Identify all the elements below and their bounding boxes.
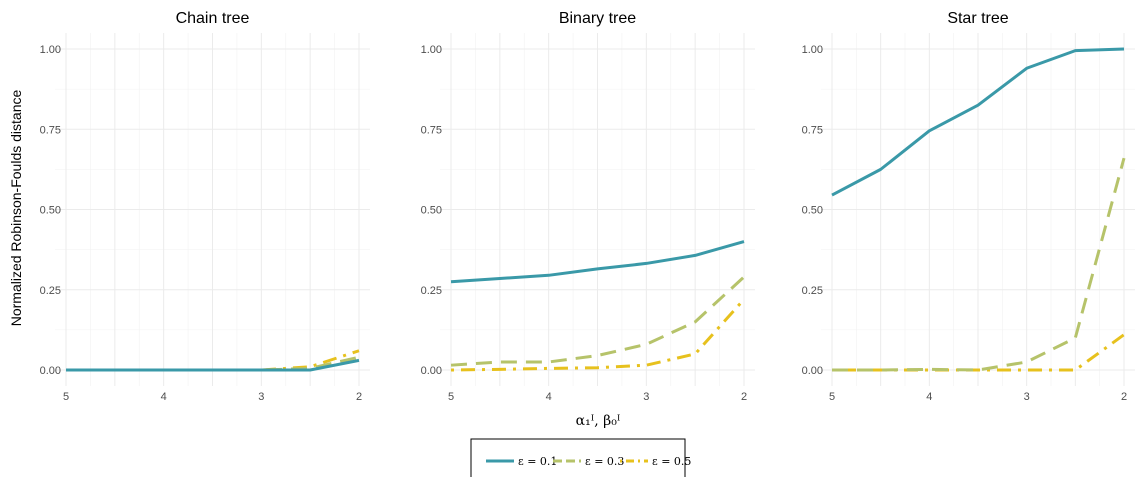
y-tick-label: 1.00 [40, 44, 61, 56]
panel-title: Star tree [947, 10, 1008, 27]
series-line [450, 298, 746, 372]
y-tick-label: 0.25 [802, 285, 823, 297]
y-tick-label: 0.00 [421, 365, 442, 377]
legend-box [470, 438, 686, 477]
x-tick-label: 4 [926, 391, 932, 403]
legend-label: ε = 0.1 [518, 455, 557, 468]
y-tick-label: 0.75 [802, 124, 823, 136]
panel-1: Chain tree 0.00 0.25 0.50 0.75 1.00 5 4 3 2 [40, 10, 370, 403]
x-tick-label: 3 [258, 391, 264, 403]
y-tick-label: 0.75 [40, 124, 61, 136]
y-tick-label: 0.50 [421, 205, 442, 217]
x-tick-label: 3 [643, 391, 649, 403]
x-tick-label: 2 [741, 391, 747, 403]
y-axis-label: Normalized Robinson-Foulds distance [8, 90, 24, 327]
y-tick-label: 0.75 [421, 124, 442, 136]
series-line [66, 358, 360, 372]
legend: ε = 0.1 ε = 0.3 ε = 0.5 [470, 438, 691, 477]
x-tick-label: 5 [63, 391, 69, 403]
series-line [450, 240, 745, 284]
x-tick-label: 5 [448, 391, 454, 403]
y-tick-label: 0.25 [40, 285, 61, 297]
legend-label: ε = 0.3 [585, 455, 624, 468]
y-tick-label: 0.25 [421, 285, 442, 297]
legend-label: ε = 0.5 [652, 455, 691, 468]
x-tick-label: 2 [356, 391, 362, 403]
x-tick-label: 4 [546, 391, 552, 403]
panel-title: Binary tree [559, 10, 636, 27]
y-tick-label: 0.00 [40, 365, 61, 377]
panel-2: Binary tree 0.00 0.25 0.50 0.75 1.00 5 4 3 2 [421, 10, 755, 403]
y-tick-label: 0.00 [802, 365, 823, 377]
series-line [832, 333, 1125, 372]
x-tick-label: 3 [1024, 391, 1030, 403]
x-tick-label: 2 [1121, 391, 1127, 403]
y-tick-label: 0.50 [40, 205, 61, 217]
x-tick-label: 4 [161, 391, 167, 403]
series-line [831, 47, 1125, 197]
panel-3: Star tree 0.00 0.25 0.50 0.75 1.00 5 4 3 2 [802, 10, 1135, 403]
series-line [450, 275, 746, 367]
panel-title: Chain tree [176, 10, 250, 27]
y-tick-label: 0.50 [802, 205, 823, 217]
y-tick-label: 1.00 [802, 44, 823, 56]
y-tick-label: 1.00 [421, 44, 442, 56]
x-axis-label: α₁ᴵ, β₀ᴵ [576, 413, 621, 429]
x-tick-label: 5 [829, 391, 835, 403]
